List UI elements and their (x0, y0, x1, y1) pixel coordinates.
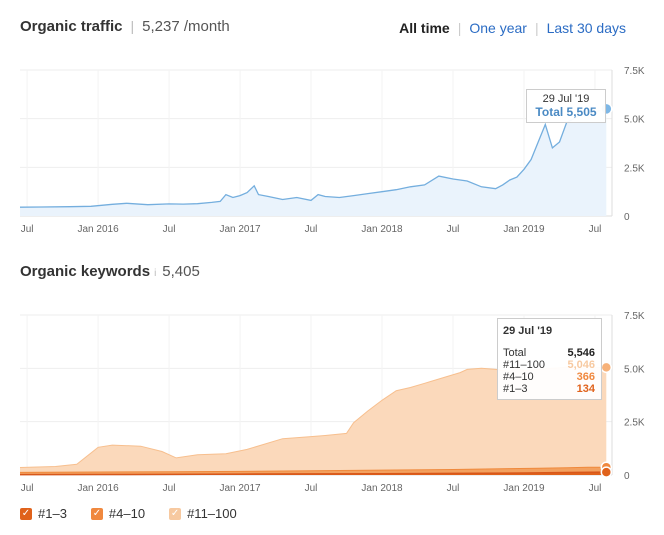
organic-traffic-chart[interactable]: 0 2.5K 5.0K 7.5K Jul Jan 2016 Jul Jan 2017 Jul Ja… (0, 56, 664, 246)
info-icon: i (154, 268, 156, 279)
x-tick-label: Jan 2018 (361, 224, 403, 235)
legend-item-1-3[interactable]: ✓ #1–3 (20, 506, 67, 521)
x-tick-label: Jul (589, 483, 602, 494)
tooltip-row-value: 5,546 (567, 347, 595, 359)
keywords-tooltip: 29 Jul '19 Total 5,546 #11–100 5,046 #4–… (497, 318, 602, 400)
y-tick-label: 0 (624, 471, 630, 482)
tooltip-row-value: 366 (577, 371, 595, 383)
organic-traffic-title: Organic traffic (20, 18, 123, 35)
x-tick-label: Jul (21, 224, 34, 235)
keywords-tooltip-row-11-100: #11–100 5,046 (503, 359, 595, 371)
range-divider: | (458, 20, 462, 36)
traffic-tooltip-label: Total (535, 105, 563, 119)
x-tick-label: Jul (163, 224, 176, 235)
x-tick-label: Jan 2018 (361, 483, 403, 494)
organic-keywords-title: Organic keywords (20, 263, 150, 280)
traffic-tooltip-date: 29 Jul '19 (531, 93, 601, 105)
keywords-tooltip-row-4-10: #4–10 366 (503, 371, 595, 383)
y-tick-label: 7.5K (624, 66, 645, 77)
y-tick-label: 7.5K (624, 311, 645, 322)
y-tick-label: 5.0K (624, 115, 645, 126)
keywords-tooltip-row-total: Total 5,546 (503, 347, 595, 359)
y-tick-label: 0 (624, 212, 630, 223)
x-tick-label: Jan 2016 (78, 224, 120, 235)
organic-traffic-svg: 0 2.5K 5.0K 7.5K Jul Jan 2016 Jul Jan 2017 Jul Ja… (0, 56, 664, 246)
x-tick-label: Jan 2019 (503, 224, 545, 235)
x-tick-label: Jan 2017 (219, 224, 261, 235)
tooltip-row-label: #11–100 (503, 359, 545, 371)
tooltip-row-value: 5,046 (567, 359, 595, 371)
legend-label: #11–100 (187, 506, 237, 521)
tooltip-row-label: #1–3 (503, 383, 527, 395)
y-tick-label: 2.5K (624, 163, 645, 174)
legend-item-4-10[interactable]: ✓ #4–10 (91, 506, 145, 521)
range-divider: | (535, 20, 539, 36)
organic-keywords-header: Organic keywords i 5,405 (20, 263, 200, 280)
x-tick-label: Jul (589, 224, 602, 235)
separator: | (131, 18, 135, 34)
legend-label: #4–10 (109, 506, 145, 521)
legend: ✓ #1–3 ✓ #4–10 ✓ #11–100 (20, 506, 261, 521)
pos-11-100-end-marker (601, 362, 611, 372)
keywords-tooltip-date: 29 Jul '19 (503, 325, 595, 337)
x-tick-label: Jul (163, 483, 176, 494)
time-range-selector: All time | One year | Last 30 days (399, 20, 626, 36)
tooltip-row-label: #4–10 (503, 371, 534, 383)
organic-traffic-value: 5,237 /month (142, 18, 230, 35)
y-tick-label: 5.0K (624, 364, 645, 375)
traffic-tooltip-total: Total 5,505 (531, 105, 601, 119)
legend-item-11-100[interactable]: ✓ #11–100 (169, 506, 237, 521)
keywords-tooltip-row-1-3: #1–3 134 (503, 383, 595, 395)
checkbox-checked-icon[interactable]: ✓ (20, 508, 32, 520)
tooltip-row-label: Total (503, 347, 526, 359)
x-tick-label: Jul (305, 224, 318, 235)
traffic-tooltip: 29 Jul '19 Total 5,505 (526, 89, 606, 123)
range-one-year[interactable]: One year (469, 20, 527, 36)
x-tick-label: Jul (447, 224, 460, 235)
organic-keywords-value: 5,405 (162, 263, 200, 280)
range-last-30-days[interactable]: Last 30 days (547, 20, 626, 36)
traffic-tooltip-value: 5,505 (567, 105, 597, 119)
x-tick-label: Jul (447, 483, 460, 494)
x-tick-label: Jan 2017 (219, 483, 261, 494)
checkbox-checked-icon[interactable]: ✓ (91, 508, 103, 520)
legend-label: #1–3 (38, 506, 67, 521)
range-all-time[interactable]: All time (399, 20, 450, 36)
x-tick-label: Jan 2019 (503, 483, 545, 494)
x-tick-label: Jul (305, 483, 318, 494)
pos-1-3-end-marker (601, 467, 611, 477)
x-tick-label: Jul (21, 483, 34, 494)
checkbox-checked-icon[interactable]: ✓ (169, 508, 181, 520)
organic-traffic-header: Organic traffic | 5,237 /month (20, 18, 230, 35)
tooltip-row-value: 134 (577, 383, 595, 395)
x-tick-label: Jan 2016 (78, 483, 120, 494)
y-tick-label: 2.5K (624, 418, 645, 429)
